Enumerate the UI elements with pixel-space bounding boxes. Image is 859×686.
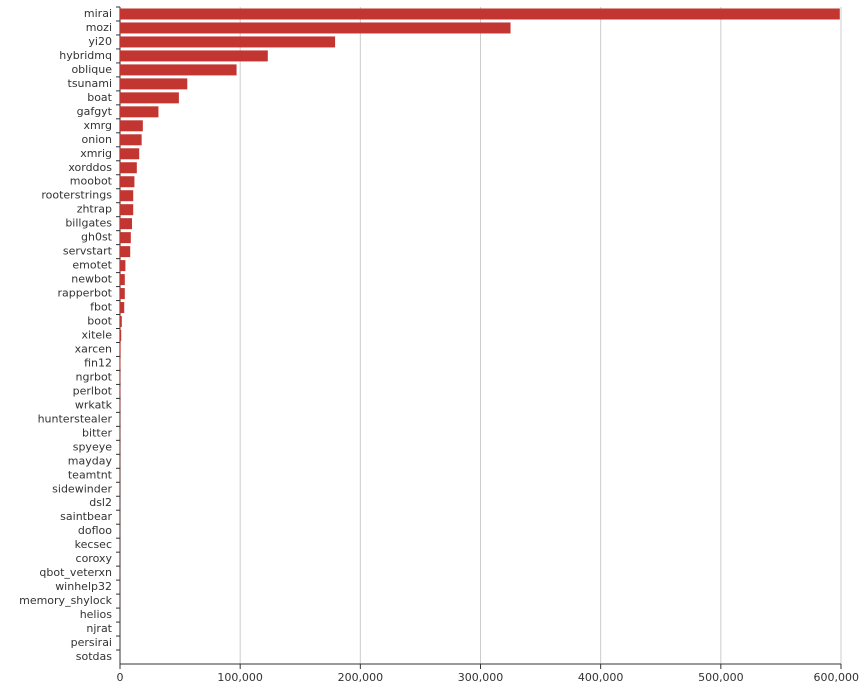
bar — [120, 134, 142, 146]
y-tick-label: billgates — [65, 217, 112, 230]
y-tick-label: oblique — [71, 63, 112, 76]
bar — [120, 92, 179, 104]
y-tick-label: xmrg — [83, 119, 112, 132]
bar — [120, 274, 125, 286]
y-tick-label: njrat — [86, 622, 112, 635]
bar — [120, 148, 140, 160]
x-tick-label: 200,000 — [338, 671, 384, 684]
bar — [120, 246, 131, 258]
y-tick-label: tsunami — [68, 77, 113, 90]
y-tick-label: hybridmq — [59, 49, 112, 62]
bar — [120, 176, 135, 188]
y-tick-label: ngrbot — [75, 370, 112, 383]
bar — [120, 36, 336, 48]
x-tick-label: 100,000 — [217, 671, 263, 684]
y-tick-label: wrkatk — [75, 398, 113, 411]
y-tick-label: mirai — [84, 7, 112, 20]
y-tick-label: xarcen — [75, 342, 112, 355]
y-tick-label: rooterstrings — [41, 189, 112, 202]
bar — [120, 330, 122, 341]
y-tick-label: persirai — [71, 636, 112, 649]
y-tick-label: dofloo — [78, 524, 112, 537]
bar — [120, 204, 134, 216]
bar — [120, 232, 131, 244]
y-tick-label: gh0st — [81, 231, 113, 244]
y-tick-label: onion — [82, 133, 112, 146]
bar — [120, 78, 188, 90]
bar — [120, 288, 125, 300]
bar — [120, 120, 143, 132]
bar — [120, 50, 268, 62]
bar — [120, 106, 159, 118]
y-tick-label: helios — [80, 608, 113, 621]
y-tick-label: bitter — [82, 426, 112, 439]
bar — [120, 190, 134, 202]
bar — [120, 343, 121, 355]
bar — [120, 22, 511, 34]
x-tick-label: 600,000 — [814, 671, 859, 684]
y-tick-label: mozi — [86, 21, 112, 34]
bar — [120, 316, 122, 328]
y-tick-label: dsl2 — [89, 496, 112, 509]
y-tick-label: sotdas — [76, 650, 112, 663]
y-tick-label: saintbear — [60, 510, 112, 523]
y-tick-label: memory_shylock — [19, 594, 113, 607]
bar — [120, 64, 237, 76]
y-tick-label: gafgyt — [77, 105, 113, 118]
y-tick-label: emotet — [72, 259, 112, 272]
bar — [120, 218, 133, 230]
y-tick-label: teamtnt — [68, 468, 113, 481]
bar — [120, 260, 126, 272]
y-tick-label: kecsec — [75, 538, 112, 551]
x-tick-label: 400,000 — [578, 671, 624, 684]
y-tick-label: zhtrap — [77, 203, 112, 216]
x-tick-label: 500,000 — [698, 671, 744, 684]
y-tick-label: newbot — [71, 273, 112, 286]
y-tick-label: qbot_veterxn — [39, 566, 112, 579]
x-tick-label: 300,000 — [458, 671, 504, 684]
y-tick-label: servstart — [63, 245, 113, 258]
y-tick-label: fbot — [90, 301, 113, 314]
y-tick-label: boat — [87, 91, 112, 104]
y-tick-label: yi20 — [88, 35, 112, 48]
y-tick-label: xitele — [82, 329, 113, 342]
x-tick-label: 0 — [117, 671, 124, 684]
bar — [120, 162, 137, 174]
y-tick-label: coroxy — [76, 552, 113, 565]
y-tick-label: xmrig — [80, 147, 112, 160]
y-tick-label: moobot — [70, 175, 113, 188]
bar — [120, 302, 125, 314]
y-tick-label: xorddos — [68, 161, 112, 174]
y-tick-label: boot — [87, 315, 112, 328]
y-tick-label: perlbot — [73, 384, 113, 397]
y-tick-label: fin12 — [84, 356, 112, 369]
y-tick-label: hunterstealer — [38, 412, 113, 425]
y-tick-label: rapperbot — [57, 287, 112, 300]
y-tick-label: mayday — [68, 454, 113, 467]
y-tick-label: sidewinder — [52, 482, 112, 495]
bar — [120, 8, 840, 20]
y-tick-label: spyeye — [73, 440, 113, 453]
y-tick-label: winhelp32 — [55, 580, 112, 593]
